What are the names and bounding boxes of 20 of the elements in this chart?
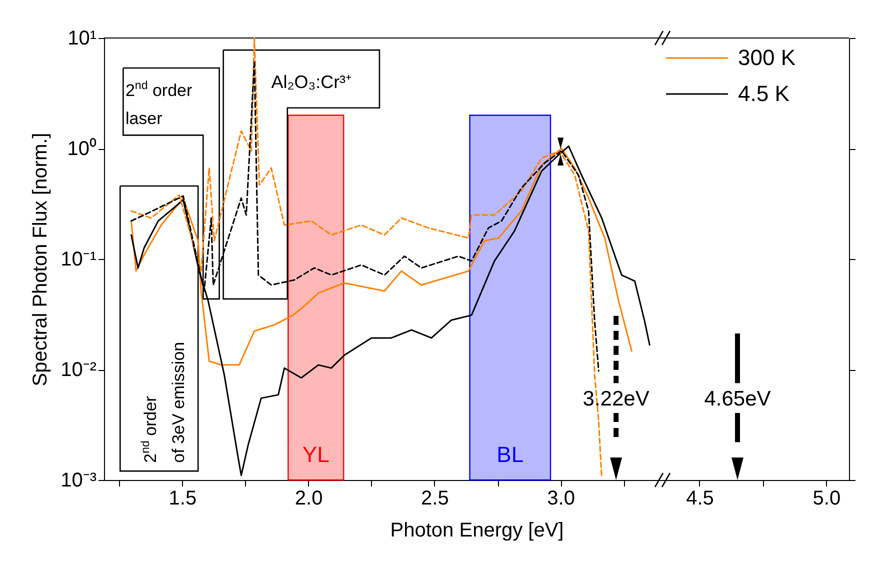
x-axis-title: Photon Energy [eV] bbox=[390, 520, 564, 542]
legend-label: 4.5 K bbox=[738, 81, 790, 106]
ref-line-label: 4.65eV bbox=[704, 388, 771, 411]
y-tick-label: 10⁰ bbox=[67, 137, 96, 160]
x-tick-label: 1.5 bbox=[168, 488, 197, 510]
y-tick-label: 10¹ bbox=[68, 28, 97, 50]
annotation: Al₂O₃:Cr³⁺ bbox=[271, 72, 352, 92]
x-tick-label: 5.0 bbox=[812, 488, 841, 510]
x-tick-label: 4.5 bbox=[686, 488, 714, 510]
ref-line-label: 3.22eV bbox=[582, 388, 650, 411]
legend-label: 300 K bbox=[738, 45, 796, 70]
band-label: YL bbox=[302, 442, 330, 468]
x-tick-label: 2.0 bbox=[294, 488, 323, 510]
x-tick-label: 2.5 bbox=[421, 488, 449, 510]
y-tick-label: 10⁻¹ bbox=[60, 248, 97, 270]
x-tick-label: 3.0 bbox=[547, 488, 575, 510]
band-label: BL bbox=[496, 442, 524, 468]
y-axis-title: Spectral Photon Flux [norm.] bbox=[30, 132, 52, 386]
y-tick-label: 10⁻³ bbox=[60, 470, 97, 492]
y-tick-label: 10⁻² bbox=[60, 359, 97, 381]
